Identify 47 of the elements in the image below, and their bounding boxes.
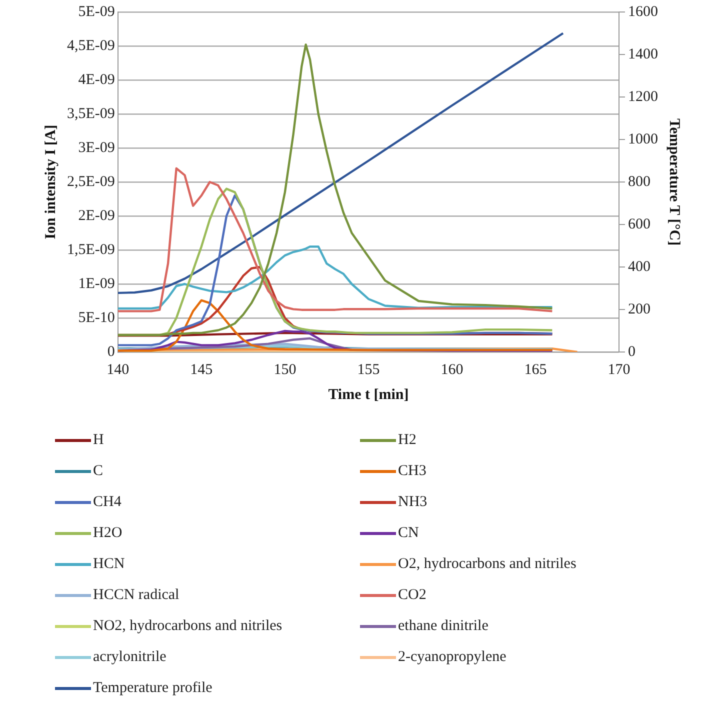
x-tick-label: 155 — [357, 362, 380, 378]
x-tick-label: 140 — [106, 362, 130, 378]
y-tick-label: 0 — [107, 344, 115, 360]
legend-label: CH3 — [398, 463, 426, 480]
legend-label: H2 — [398, 432, 416, 449]
legend-label: O2, hydrocarbons and nitriles — [398, 556, 576, 573]
legend-label: CO2 — [398, 587, 426, 604]
legend-label: HCCN radical — [93, 587, 180, 604]
legend-label: NH3 — [398, 494, 428, 511]
y-tick-label: 2E-09 — [78, 208, 115, 224]
y2-tick-label: 1000 — [628, 131, 658, 148]
legend-label: 2-cyanopropylene — [398, 649, 506, 666]
y2-tick-label: 400 — [628, 258, 650, 275]
x-tick-label: 165 — [524, 362, 547, 378]
x-tick-label: 150 — [274, 362, 296, 378]
y2-axis-title: Temperature T [°C] — [666, 118, 682, 246]
y-tick-label: 4E-09 — [78, 72, 115, 88]
legend-label: NO2, hydrocarbons and nitriles — [93, 618, 282, 635]
y-tick-label: 5E-10 — [78, 310, 115, 326]
x-axis-title: Time t [min] — [328, 386, 409, 403]
y-tick-label: 2,5E-09 — [66, 174, 115, 190]
legend-label: acrylonitrile — [93, 649, 166, 666]
legend-label: H — [93, 432, 104, 449]
legend-label: HCN — [93, 556, 125, 573]
y-tick-label: 1E-09 — [78, 276, 115, 292]
legend-label: CN — [398, 525, 419, 542]
legend-label: CH4 — [93, 494, 122, 511]
y-tick-label: 4,5E-09 — [66, 38, 115, 54]
y2-tick-label: 0 — [628, 344, 636, 360]
y2-tick-label: 1200 — [628, 88, 658, 105]
x-tick-label: 170 — [608, 362, 630, 378]
y-axis-title: Ion intensity I [A] — [42, 124, 59, 240]
legend-label: H2O — [93, 525, 122, 542]
y-tick-label: 1,5E-09 — [66, 242, 115, 258]
x-tick-label: 145 — [190, 362, 213, 378]
legend-label: C — [93, 463, 104, 480]
y2-tick-label: 1600 — [628, 4, 658, 20]
x-tick-label: 160 — [440, 362, 464, 378]
y-tick-label: 3E-09 — [78, 140, 115, 156]
y-tick-label: 5E-09 — [78, 4, 115, 20]
legend-label: ethane dinitrile — [398, 618, 488, 635]
y2-tick-label: 600 — [628, 216, 650, 232]
y2-tick-label: 1400 — [628, 46, 658, 62]
y2-tick-label: 200 — [628, 301, 650, 318]
y2-tick-label: 800 — [628, 174, 650, 190]
legend-label: Temperature profile — [93, 680, 212, 697]
y-tick-label: 3,5E-09 — [66, 106, 115, 122]
